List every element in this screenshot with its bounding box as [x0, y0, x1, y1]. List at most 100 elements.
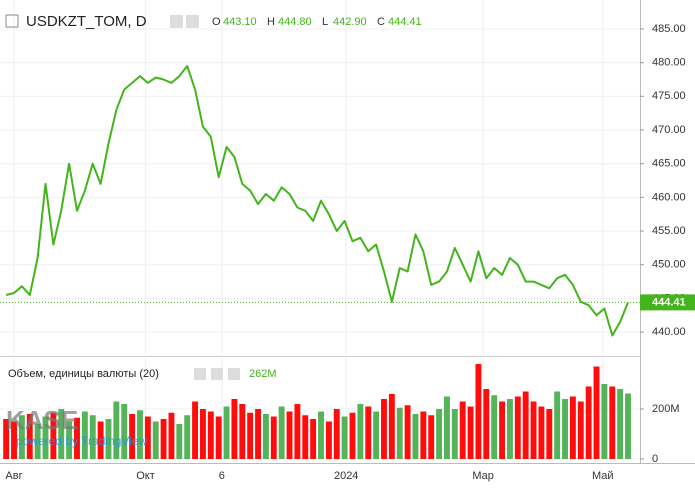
- ohlc-value: 443.10: [223, 16, 257, 28]
- volume-bar: [325, 421, 332, 459]
- volume-bar: [459, 401, 466, 459]
- volume-bar: [223, 406, 230, 459]
- symbol[interactable]: USDKZT_TOM, D: [26, 13, 147, 30]
- volume-bar: [475, 364, 482, 459]
- ohlc-key: O: [212, 16, 221, 28]
- ohlc-value: 442.90: [333, 16, 367, 28]
- volume-bar: [129, 414, 136, 459]
- volume-bar: [42, 416, 49, 459]
- volume-bar: [554, 391, 561, 459]
- volume-bar: [412, 414, 419, 459]
- volume-bar: [365, 406, 372, 459]
- volume-bar: [428, 415, 435, 459]
- chart-icon: [5, 14, 19, 28]
- volume-bar: [546, 409, 553, 459]
- volume-bar: [349, 412, 356, 459]
- volume-bar: [207, 411, 214, 459]
- volume-bar: [451, 409, 458, 459]
- settings-button[interactable]: [211, 368, 223, 380]
- volume-bar: [50, 412, 57, 459]
- volume-bar: [18, 415, 25, 459]
- volume-bar: [577, 401, 584, 459]
- volume-bar: [81, 411, 88, 459]
- volume-bar: [617, 389, 624, 459]
- volume-bar: [137, 410, 143, 459]
- volume-bar: [388, 394, 395, 459]
- volume-bar: [184, 415, 191, 459]
- ohlc-key: H: [267, 16, 275, 28]
- volume-bar: [168, 412, 175, 459]
- y-tick-label: 460.00: [652, 191, 686, 203]
- ohlc-key: C: [377, 16, 385, 28]
- settings-button[interactable]: [186, 15, 199, 28]
- volume-bar: [396, 407, 403, 459]
- y-tick-label: 485.00: [652, 23, 686, 35]
- volume-bar: [491, 395, 498, 459]
- x-tick-label: Авг: [5, 470, 22, 482]
- volume-bar: [74, 417, 80, 459]
- volume-bar: [105, 419, 112, 459]
- volume-bar: [231, 399, 238, 459]
- eye-button[interactable]: [194, 368, 206, 380]
- last-price-label: 444.41: [652, 296, 686, 308]
- volume-bar: [192, 401, 199, 459]
- volume-bar: [357, 404, 364, 459]
- y-tick-label: 475.00: [652, 90, 686, 102]
- y-tick-label: 440.00: [652, 326, 686, 338]
- volume-bar: [58, 409, 65, 459]
- x-tick-label: Мар: [472, 470, 494, 482]
- volume-bar: [373, 411, 380, 459]
- volume-bar: [318, 411, 324, 459]
- x-tick-label: Май: [592, 470, 614, 482]
- volume-bar: [585, 386, 592, 459]
- volume-bar: [467, 406, 474, 459]
- y-tick-label: 200M: [652, 403, 680, 415]
- y-tick-label: 455.00: [652, 225, 686, 237]
- volume-bar: [538, 406, 545, 459]
- volume-bar: [601, 384, 608, 459]
- y-tick-label: 465.00: [652, 158, 686, 170]
- close-button[interactable]: [228, 368, 240, 380]
- volume-bar: [514, 396, 521, 459]
- y-tick-label: 450.00: [652, 259, 686, 271]
- volume-bar: [152, 421, 159, 459]
- volume-bar: [483, 389, 490, 459]
- volume-bar: [506, 399, 513, 459]
- eye-button[interactable]: [170, 15, 183, 28]
- volume-bar: [97, 421, 104, 459]
- volume-bar: [34, 424, 41, 459]
- x-tick-label: Окт: [136, 470, 155, 482]
- watermark-powered: powered by TradingView: [16, 434, 148, 448]
- volume-bar: [333, 409, 340, 459]
- volume-bar: [215, 416, 222, 459]
- volume-bar: [420, 411, 427, 459]
- volume-bar: [499, 401, 506, 459]
- ohlc-key: L: [322, 16, 328, 28]
- volume-bar: [404, 405, 411, 459]
- volume-bar: [66, 421, 73, 459]
- volume-bar: [176, 424, 183, 459]
- volume-bar: [562, 399, 568, 459]
- volume-bar: [270, 416, 277, 459]
- volume-bar: [11, 421, 17, 459]
- volume-bar: [286, 411, 293, 459]
- x-tick-label: 2024: [334, 470, 358, 482]
- volume-bar: [593, 366, 600, 459]
- volume-bar: [3, 419, 10, 459]
- volume-bar: [569, 396, 576, 459]
- volume-bar: [239, 404, 246, 459]
- volume-bar: [199, 409, 206, 459]
- y-tick-label: 0: [652, 453, 658, 465]
- volume-bar: [444, 396, 450, 459]
- volume-bar: [530, 401, 537, 459]
- volume-bar: [302, 415, 309, 459]
- volume-bar: [113, 401, 120, 459]
- volume-bar: [89, 415, 96, 459]
- volume-title: Объем, единицы валюты (20): [8, 368, 159, 380]
- volume-bar: [625, 393, 631, 459]
- volume-bar: [121, 404, 128, 459]
- y-tick-label: 470.00: [652, 124, 686, 136]
- volume-bar: [262, 414, 269, 459]
